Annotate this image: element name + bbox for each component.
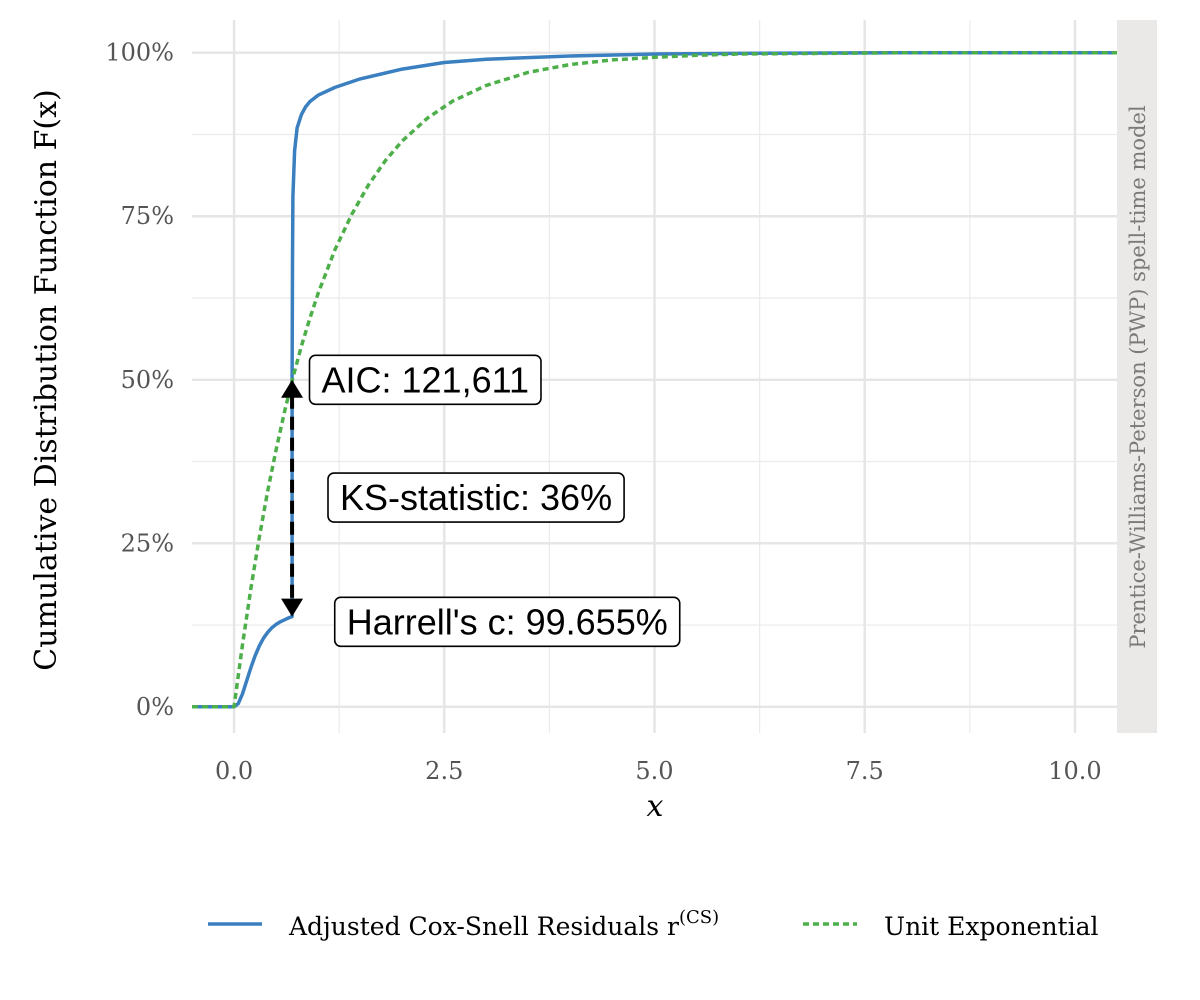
axis-ticks: 0.0 2.5 5.0 7.5 10.0 0% 25% 50% 75% 100%	[105, 39, 1101, 785]
legend-label-residuals: Adjusted Cox-Snell Residuals r(CS)	[288, 907, 719, 941]
annotation-box-ks	[327, 472, 625, 523]
x-tick-label: 0.0	[215, 757, 253, 785]
annotation-text-c: Harrell's c: 99.655%	[347, 601, 668, 642]
x-tick-label: 5.0	[635, 757, 673, 785]
annotation-box-aic	[308, 354, 542, 406]
series-lines	[192, 50, 1117, 709]
legend: Adjusted Cox-Snell Residuals r(CS) Unit …	[208, 907, 1099, 941]
y-tick-label: 0%	[136, 693, 174, 721]
legend-label-exponential: Unit Exponential	[884, 912, 1099, 941]
y-tick-label: 100%	[105, 39, 174, 67]
annotation-text-ks: KS-statistic: 36%	[340, 477, 612, 518]
ks-arrow-head-bottom	[281, 598, 304, 617]
facet-strip: Prentice-Williams-Peterson (PWP) spell-t…	[1117, 20, 1157, 733]
y-tick-label: 75%	[121, 202, 174, 230]
x-tick-label: 7.5	[846, 757, 884, 785]
annotation-aic: AIC: 121,611	[308, 354, 542, 406]
y-tick-label: 25%	[121, 529, 174, 557]
facet-strip-label: Prentice-Williams-Peterson (PWP) spell-t…	[1126, 105, 1150, 649]
y-axis-title: Cumulative Distribution Function F(x)	[29, 89, 64, 671]
ks-arrow-head-top	[281, 379, 304, 398]
x-tick-label: 10.0	[1048, 757, 1101, 785]
x-axis-title: x	[647, 789, 664, 824]
series-line-residuals	[192, 50, 1117, 709]
annotation-c: Harrell's c: 99.655%	[333, 596, 681, 648]
ks-arrow	[281, 379, 304, 617]
y-tick-label: 50%	[121, 366, 174, 394]
series-line-exponential	[192, 50, 1117, 709]
annotation-box-c	[333, 596, 681, 648]
annotation-labels: AIC: 121,611 KS-statistic: 36% Harrell's c…	[308, 354, 681, 648]
annotation-ks: KS-statistic: 36%	[327, 472, 625, 523]
x-tick-label: 2.5	[425, 757, 463, 785]
facet-strip-background	[1117, 20, 1157, 733]
annotation-text-aic: AIC: 121,611	[322, 359, 529, 400]
